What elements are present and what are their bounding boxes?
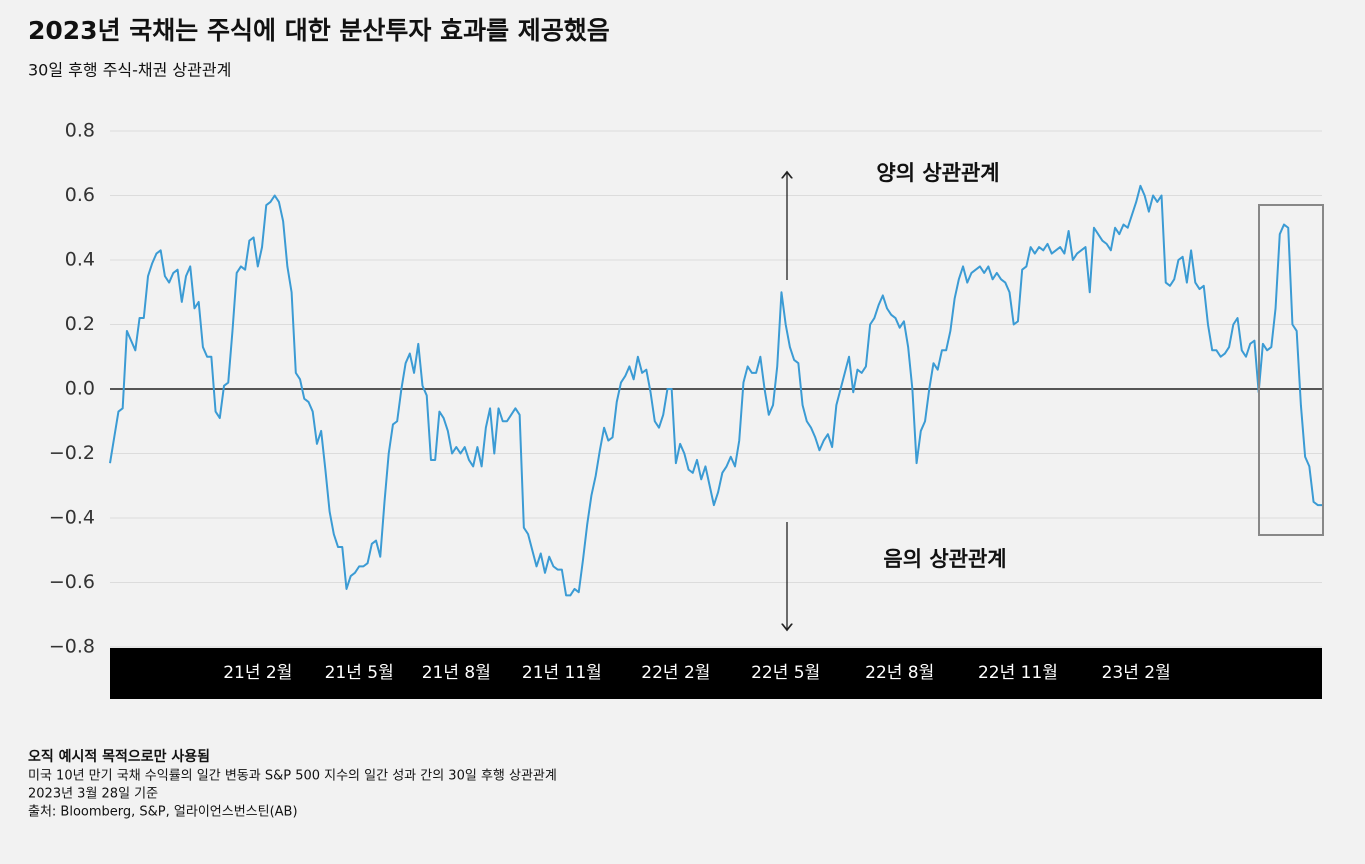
y-tick-label: 0.0: [65, 378, 95, 400]
y-tick-label: −0.6: [49, 571, 95, 593]
note: 오직 예시적 목적으로만 사용됨: [28, 748, 210, 765]
x-tick-label: 22년 8월: [865, 663, 934, 683]
y-tick-label: −0.4: [49, 507, 95, 529]
x-tick-label: 21년 2월: [223, 663, 292, 683]
x-tick-label: 22년 2월: [641, 663, 710, 683]
y-tick-label: 0.6: [65, 184, 95, 206]
x-tick-label: 21년 5월: [325, 663, 394, 683]
x-tick-label: 23년 2월: [1102, 663, 1171, 683]
x-tick-label: 22년 5월: [751, 663, 820, 683]
chart-title: 2023년 국채는 주식에 대한 분산투자 효과를 제공했음: [28, 16, 610, 45]
y-tick-label: 0.4: [65, 249, 95, 271]
plot: [109, 184, 1322, 597]
x-tick-label: 22년 11월: [978, 663, 1058, 683]
note: 2023년 3월 28일 기준: [28, 787, 158, 802]
x-axis-band: [110, 648, 1322, 699]
annotation: 음의 상관관계: [883, 547, 1006, 571]
highlight-box: [1258, 204, 1324, 536]
grid: [110, 130, 1322, 648]
chart-subtitle: 30일 후행 주식-채권 상관관계: [28, 61, 231, 80]
y-tick-label: 0.8: [65, 120, 95, 142]
y-tick-label: 0.2: [65, 313, 95, 335]
x-tick-label: 21년 8월: [422, 663, 491, 683]
note: 미국 10년 만기 국채 수익률의 일간 변동과 S&P 500 지수의 일간 …: [28, 768, 557, 784]
annotation: 양의 상관관계: [876, 161, 999, 185]
x-tick-label: 21년 11월: [522, 663, 602, 683]
data-line: [109, 184, 1322, 597]
note: 출처: Bloomberg, S&P, 얼라이언스번스틴(AB): [28, 805, 298, 820]
y-tick-label: −0.8: [49, 636, 95, 658]
y-tick-label: −0.2: [49, 442, 95, 464]
